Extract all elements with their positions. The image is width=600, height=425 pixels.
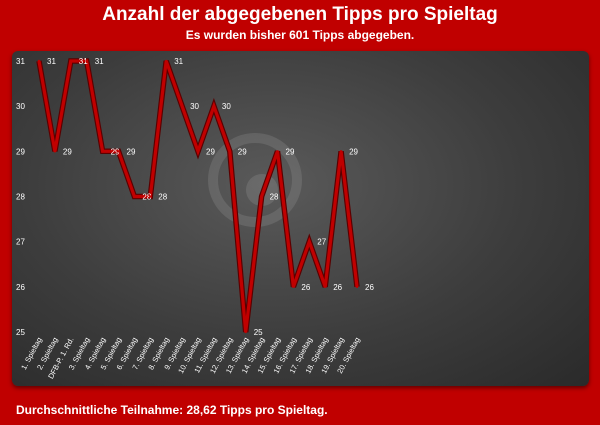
data-label: 28 <box>142 193 151 202</box>
data-label: 26 <box>333 283 342 292</box>
chart-title: Anzahl der abgegebenen Tipps pro Spielta… <box>102 4 498 25</box>
data-label: 30 <box>222 102 231 111</box>
data-label: 29 <box>206 147 215 156</box>
data-label: 29 <box>238 147 247 156</box>
data-point <box>165 59 168 63</box>
data-point <box>180 104 184 108</box>
data-label: 28 <box>270 193 279 202</box>
plot-panel <box>12 51 589 386</box>
average-footer: Durchschnittliche Teilnahme: 28,62 Tipps… <box>16 403 328 417</box>
data-point <box>228 150 231 153</box>
data-point <box>244 330 247 334</box>
data-label: 31 <box>174 57 183 66</box>
y-tick-label: 27 <box>16 238 25 247</box>
data-label: 30 <box>190 102 199 111</box>
data-label: 26 <box>365 283 374 292</box>
y-tick-label: 28 <box>16 193 25 202</box>
data-point <box>69 59 73 63</box>
data-label: 29 <box>63 147 72 156</box>
data-point <box>324 285 327 289</box>
data-label: 31 <box>47 57 56 66</box>
data-label: 29 <box>111 147 120 156</box>
data-point <box>355 285 359 289</box>
y-tick-label: 26 <box>16 283 25 292</box>
data-point <box>292 285 295 289</box>
data-label: 31 <box>95 57 104 66</box>
chart-subtitle: Es wurden bisher 601 Tipps abgegeben. <box>185 28 415 42</box>
data-label: 31 <box>79 57 88 66</box>
data-point <box>85 59 88 63</box>
data-label: 29 <box>127 147 136 156</box>
data-label: 26 <box>301 283 310 292</box>
data-label: 27 <box>317 238 326 247</box>
data-point <box>260 195 263 198</box>
y-tick-label: 25 <box>16 328 25 337</box>
data-point <box>149 195 152 198</box>
data-label: 29 <box>286 147 295 156</box>
data-point <box>339 150 343 153</box>
data-label: 28 <box>158 193 167 202</box>
data-point <box>53 150 57 153</box>
data-point <box>212 104 216 108</box>
data-point <box>117 150 120 153</box>
data-point <box>133 195 136 198</box>
data-point <box>196 150 200 153</box>
data-point <box>276 150 279 153</box>
y-tick-label: 31 <box>16 57 25 66</box>
y-tick-label: 30 <box>16 102 25 111</box>
y-tick-label: 29 <box>16 147 25 156</box>
data-label: 25 <box>254 328 263 337</box>
data-point <box>101 150 104 153</box>
data-point <box>308 240 311 243</box>
data-label: 29 <box>349 147 358 156</box>
data-point <box>37 59 41 63</box>
